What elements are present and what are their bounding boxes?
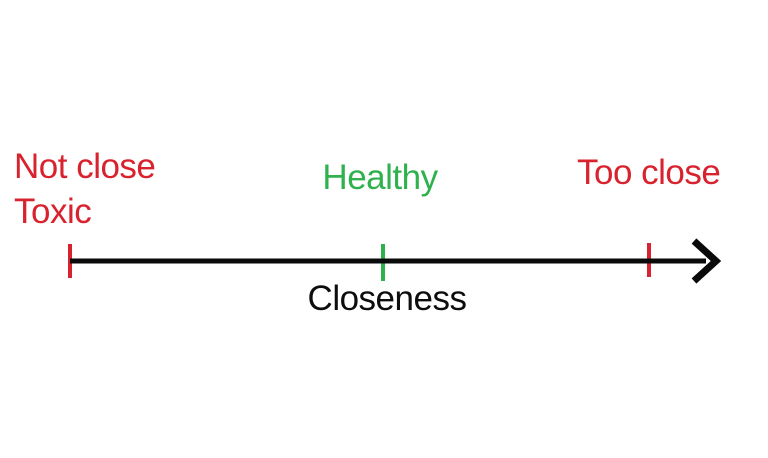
axis-label: Closeness (307, 279, 467, 318)
label-toxic: Toxic (14, 192, 92, 231)
arrowhead-icon (691, 238, 722, 284)
label-healthy: Healthy (322, 158, 438, 197)
label-too-close: Too close (577, 153, 721, 192)
label-not-close: Not close (14, 147, 156, 186)
